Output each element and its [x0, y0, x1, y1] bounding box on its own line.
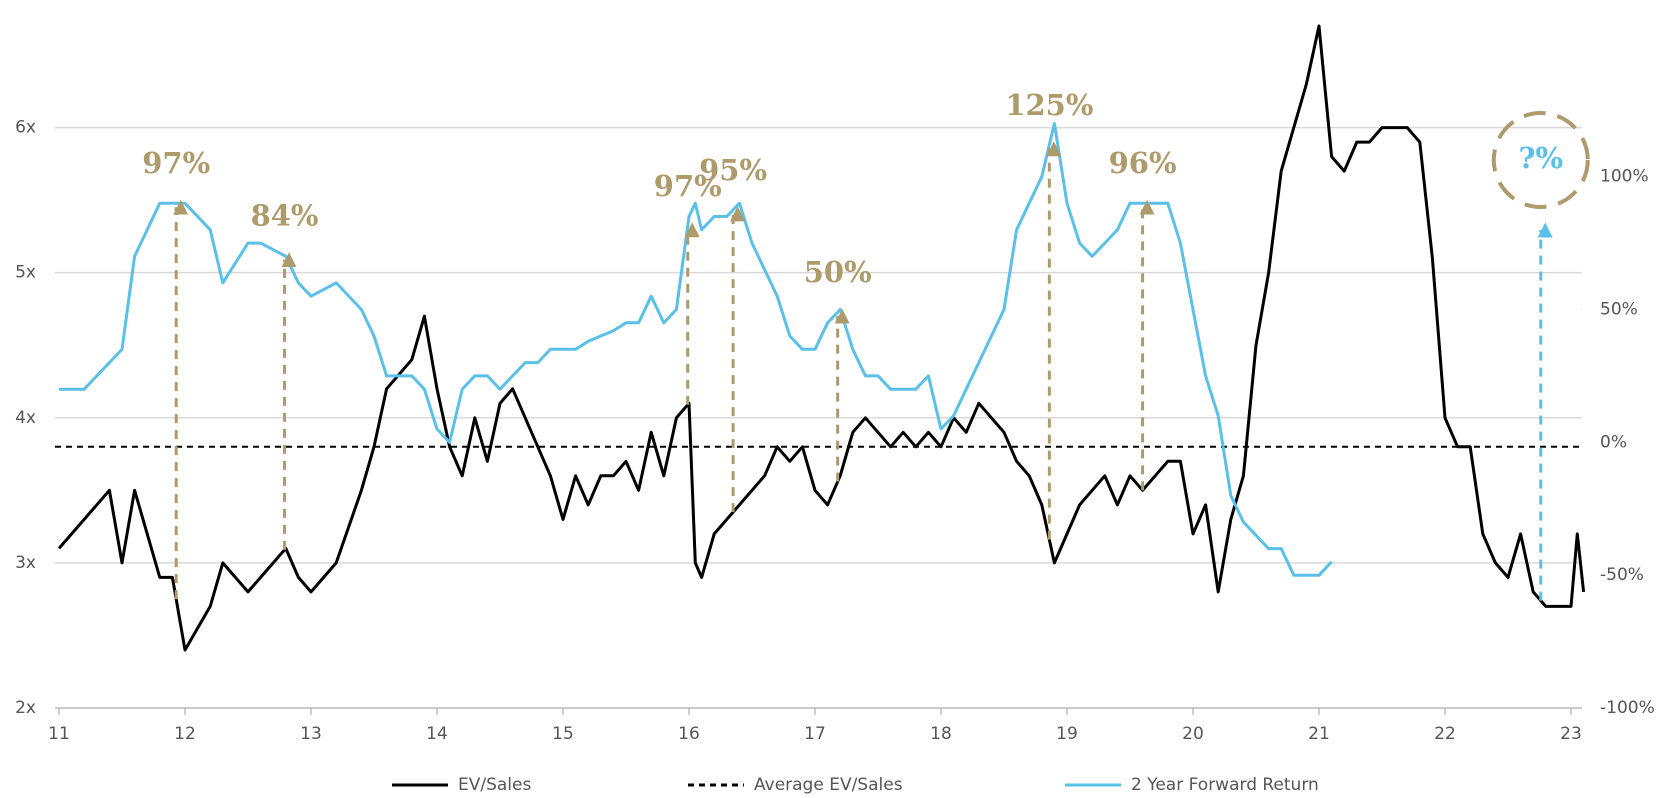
x-tick-label: 21: [1308, 724, 1330, 744]
annotation-label: 96%: [1109, 146, 1177, 180]
x-tick-label: 15: [552, 724, 574, 744]
annotation-label: 95%: [699, 153, 767, 187]
y-tick-label: 4x: [15, 408, 36, 428]
series-line: [57, 24, 1586, 652]
x-tick-label: 22: [1434, 724, 1456, 744]
annotation-label: 97%: [654, 169, 722, 203]
x-tick-label: 13: [300, 724, 322, 744]
x-tick-label: 19: [1056, 724, 1078, 744]
legend-label: Average EV/Sales: [754, 775, 903, 795]
annotation-label: 97%: [142, 146, 210, 180]
y2-tick-label: 100%: [1600, 167, 1649, 187]
legend-label: 2 Year Forward Return: [1131, 775, 1319, 795]
y-tick-label: 5x: [15, 263, 36, 283]
annotation-label: 125%: [1005, 88, 1093, 122]
y2-tick-label: -100%: [1600, 698, 1655, 718]
x-tick-label: 12: [174, 724, 196, 744]
y-tick-label: 3x: [15, 553, 36, 573]
x-tick-label: 23: [1560, 724, 1582, 744]
x-tick-label: 17: [804, 724, 826, 744]
annotation-label: 84%: [251, 199, 319, 233]
annotation-circle: [1491, 111, 1590, 209]
y-tick-label: 6x: [15, 118, 36, 138]
series-line: [59, 122, 1333, 577]
legend-label: EV/Sales: [458, 775, 531, 795]
y-tick-label: 2x: [15, 698, 36, 718]
x-tick-label: 14: [426, 724, 448, 744]
y2-tick-label: 0%: [1600, 432, 1627, 452]
x-tick-label: 20: [1182, 724, 1204, 744]
x-tick-label: 11: [48, 724, 70, 744]
x-tick-label: 16: [678, 724, 700, 744]
y2-tick-label: 50%: [1600, 299, 1638, 319]
annotation-label: ?%: [1518, 141, 1563, 175]
x-tick-label: 18: [930, 724, 952, 744]
annotation-label: 50%: [804, 255, 872, 289]
y2-tick-label: -50%: [1600, 565, 1644, 585]
